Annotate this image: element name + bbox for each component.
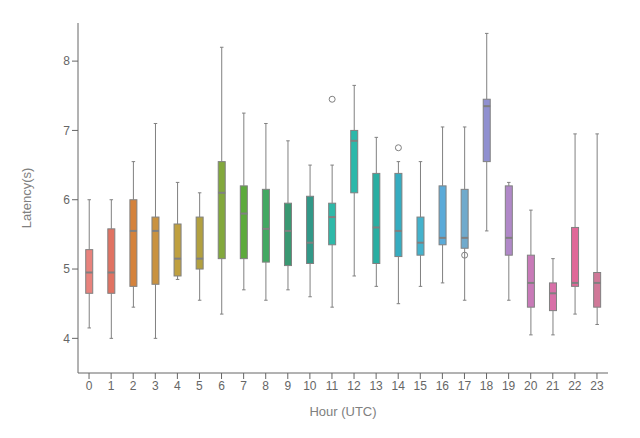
svg-text:5: 5	[196, 379, 203, 393]
svg-text:21: 21	[546, 379, 560, 393]
svg-text:3: 3	[152, 379, 159, 393]
svg-text:5: 5	[63, 262, 70, 276]
svg-text:12: 12	[347, 379, 361, 393]
svg-text:2: 2	[130, 379, 137, 393]
svg-text:18: 18	[480, 379, 494, 393]
svg-text:8: 8	[63, 54, 70, 68]
svg-text:16: 16	[436, 379, 450, 393]
svg-text:0: 0	[86, 379, 93, 393]
svg-text:8: 8	[262, 379, 269, 393]
svg-text:9: 9	[284, 379, 291, 393]
svg-text:4: 4	[174, 379, 181, 393]
svg-text:6: 6	[63, 193, 70, 207]
svg-text:23: 23	[590, 379, 604, 393]
svg-text:7: 7	[240, 379, 247, 393]
svg-text:11: 11	[326, 379, 339, 393]
svg-text:Hour (UTC): Hour (UTC)	[309, 404, 376, 419]
svg-text:19: 19	[502, 379, 516, 393]
svg-text:Latency(s): Latency(s)	[19, 168, 34, 229]
svg-text:22: 22	[568, 379, 582, 393]
svg-text:1: 1	[108, 379, 115, 393]
svg-text:17: 17	[458, 379, 472, 393]
svg-text:6: 6	[218, 379, 225, 393]
svg-text:10: 10	[303, 379, 317, 393]
svg-text:20: 20	[524, 379, 538, 393]
svg-text:4: 4	[63, 332, 70, 346]
svg-text:15: 15	[414, 379, 428, 393]
svg-text:13: 13	[369, 379, 383, 393]
svg-text:14: 14	[392, 379, 406, 393]
svg-text:7: 7	[63, 124, 70, 138]
